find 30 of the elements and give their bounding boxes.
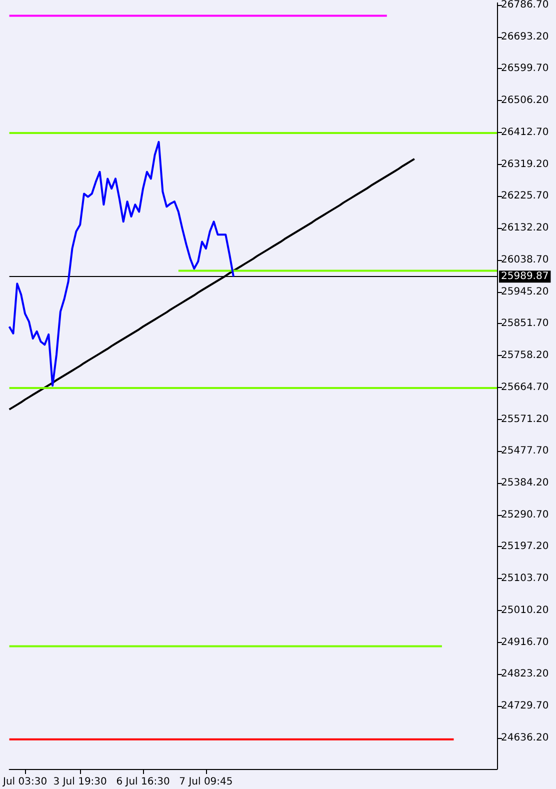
x-tick-label: 7 Jul 09:45 [179,776,233,788]
y-tick-label: 25010.20 [501,604,549,616]
y-tick-label: 26132.20 [501,222,549,234]
y-tick-label: 24636.20 [501,732,549,744]
y-tick-label: 24823.20 [501,668,549,680]
y-tick-label: 25945.20 [501,286,549,298]
y-tick-label: 26038.70 [501,254,549,266]
y-tick-label: 25197.20 [501,541,549,552]
y-tick-label: 25103.70 [501,573,549,584]
y-tick-label: 25851.70 [501,318,549,330]
line-series [8,140,234,387]
y-tick-label: 26693.20 [501,31,549,42]
ref-line-label: 25989.87 [501,271,549,282]
y-tick-label: 25664.70 [501,382,549,393]
y-tick-label: 26412.70 [501,126,549,138]
y-tick-label: 25384.20 [501,477,549,488]
y-tick-label: 24729.70 [501,700,549,712]
y-tick-label: 26506.20 [501,95,549,106]
y-tick-label: 25290.70 [501,509,549,520]
y-tick-label: 25477.70 [501,446,549,457]
x-tick-label: 6 Jul 16:30 [116,776,170,788]
y-tick-label: 26786.70 [501,0,549,10]
y-tick-label: 26225.70 [501,190,549,202]
y-tick-label: 24916.70 [501,636,549,648]
y-tick-label: 25571.20 [501,414,549,425]
x-tick-label: Jul 03:30 [2,776,48,788]
y-tick-label: 26319.20 [501,158,549,170]
y-tick-label: 26599.70 [501,63,549,74]
y-tick-label: 25758.20 [501,350,549,362]
x-tick-label: 3 Jul 19:30 [53,776,107,788]
